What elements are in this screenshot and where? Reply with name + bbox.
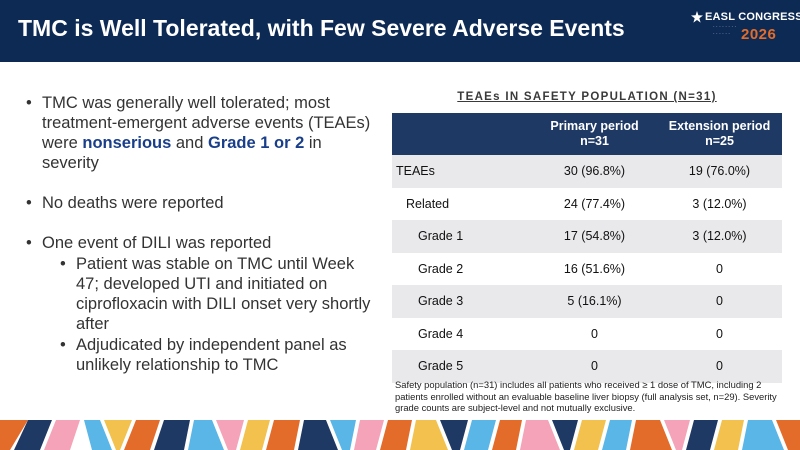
teae-table: Primary period n=31 Extension period n=2… — [392, 113, 782, 383]
header-primary-n: n=31 — [580, 134, 609, 148]
table-row-grade-2: Grade 2 16 (51.6%) 0 — [392, 253, 782, 286]
bullet-tolerated: TMC was generally well tolerated; most t… — [26, 93, 376, 173]
table-row-grade-5: Grade 5 0 0 — [392, 350, 782, 383]
cell-primary: 0 — [591, 326, 598, 341]
header-extension-n: n=25 — [705, 134, 734, 148]
cell-extension: 0 — [657, 350, 782, 383]
bullet-text: TMC was generally well tolerated; most t… — [42, 94, 371, 152]
cell-extension: 19 (76.0%) — [657, 155, 782, 188]
cell-extension: 3 (12.0%) — [657, 220, 782, 253]
cell-primary: 30 (96.8%) — [532, 155, 657, 188]
cell-extension: 0 — [657, 285, 782, 318]
bullet-text: in severity — [42, 134, 322, 172]
header-label-cell — [392, 113, 532, 155]
table-header-row: Primary period n=31 Extension period n=2… — [392, 113, 782, 155]
table-row-related: Related 24 (77.4%) 3 (12.0%) — [392, 188, 782, 221]
easl-star-icon — [691, 11, 703, 23]
bullet-no-deaths: No deaths were reported — [26, 193, 376, 213]
row-label: Grade 5 — [392, 350, 532, 383]
bullet-text: One event of DILI was reported — [42, 234, 272, 252]
slide-title: TMC is Well Tolerated, with Few Severe A… — [18, 15, 625, 41]
table-footnote: Safety population (n=31) includes all pa… — [395, 379, 777, 413]
row-label: TEAEs — [392, 155, 532, 188]
cell-primary: 24 (77.4%) — [563, 196, 626, 211]
logo-subtitle-graphic: · · · · · · · · — [713, 24, 737, 30]
easl-congress-logo: EASL CONGRESS · · · · · · · · · · · · · … — [691, 10, 800, 50]
logo-name: EASL CONGRESS — [705, 11, 800, 23]
cell-extension: 0 — [716, 326, 723, 341]
cell-extension: 3 (12.0%) — [692, 196, 747, 211]
cell-primary: 5 (16.1%) — [532, 285, 657, 318]
emphasis-grade: Grade 1 or 2 — [208, 134, 305, 152]
row-label: Grade 3 — [392, 285, 532, 318]
table-row-grade-3: Grade 3 5 (16.1%) 0 — [392, 285, 782, 318]
header-primary-label: Primary period — [550, 119, 639, 133]
cell-extension: 0 — [716, 261, 723, 276]
emphasis-nonserious: nonserious — [82, 134, 172, 152]
table-title: TEAEs IN SAFETY POPULATION (N=31) — [457, 91, 717, 103]
row-label: Related — [406, 196, 450, 211]
header-extension-label: Extension period — [668, 119, 771, 133]
header-primary-period: Primary period n=31 — [532, 113, 657, 155]
title-bar: TMC is Well Tolerated, with Few Severe A… — [0, 0, 800, 62]
sub-bullet-patient: Patient was stable on TMC until Week 47;… — [60, 254, 376, 334]
bullet-list: TMC was generally well tolerated; most t… — [26, 93, 376, 375]
table-row-teaes: TEAEs 30 (96.8%) 19 (76.0%) — [392, 155, 782, 188]
table-row-grade-1: Grade 1 17 (54.8%) 3 (12.0%) — [392, 220, 782, 253]
row-label: Grade 2 — [418, 261, 464, 276]
cell-primary: 17 (54.8%) — [532, 220, 657, 253]
logo-year: 2026 — [741, 26, 777, 43]
header-extension-period: Extension period n=25 — [657, 113, 782, 155]
row-label: Grade 1 — [392, 220, 532, 253]
cell-primary: 0 — [532, 350, 657, 383]
table-row-grade-4: Grade 4 0 0 — [392, 318, 782, 351]
cell-primary: 16 (51.6%) — [563, 261, 626, 276]
row-label: Grade 4 — [418, 326, 464, 341]
logo-date-graphic: · · · · · · — [713, 31, 730, 37]
sub-bullet-adjudicated: Adjudicated by independent panel as unli… — [60, 335, 376, 375]
bullet-dili: One event of DILI was reported Patient w… — [26, 233, 376, 375]
bullet-text: and — [171, 134, 208, 152]
decorative-pattern-band — [0, 420, 800, 450]
